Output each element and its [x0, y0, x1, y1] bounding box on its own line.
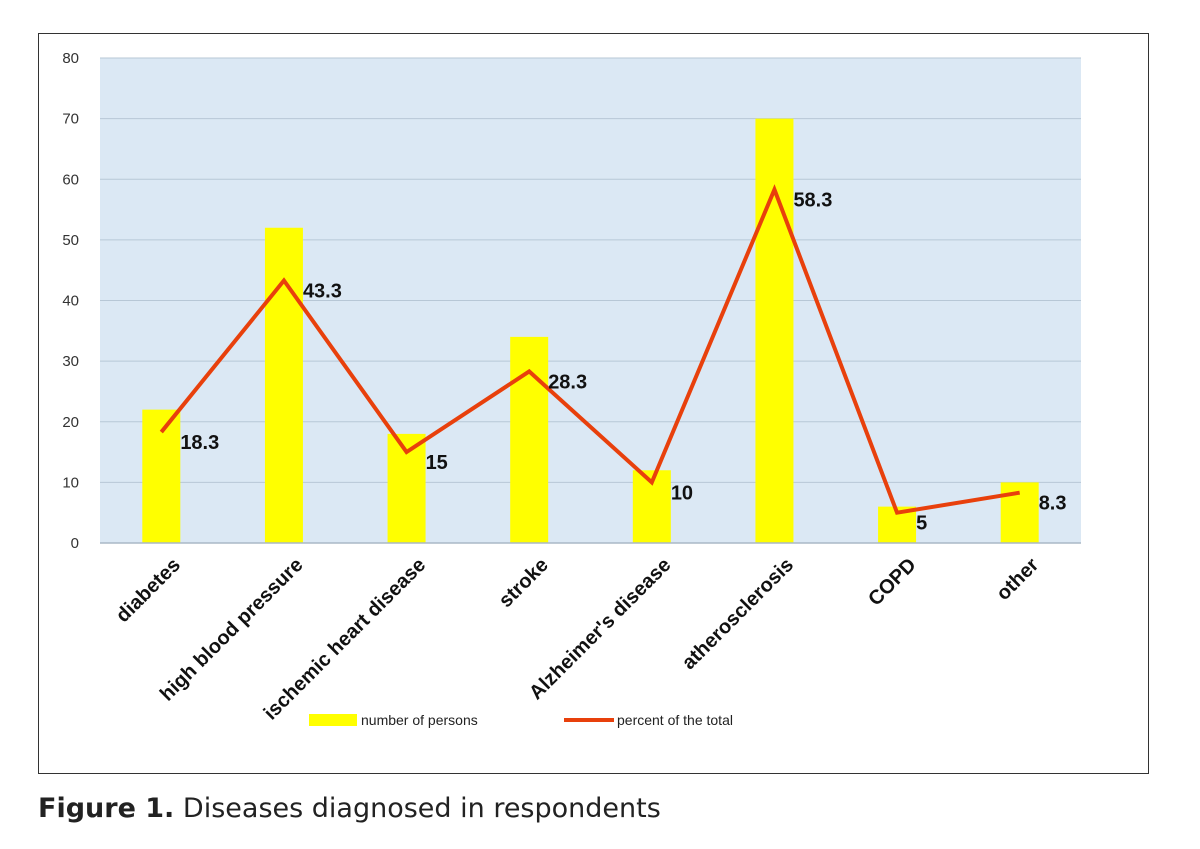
data-label: 58.3 — [793, 190, 832, 212]
chart-frame: 0 10 20 30 40 50 60 70 80 18.3 43.3 15 28.3 10 58.3 5 8… — [38, 33, 1149, 774]
figure-caption: Figure 1. Diseases diagnosed in responde… — [38, 793, 661, 824]
y-tick-label: 70 — [62, 111, 79, 128]
legend-line-label: percent of the total — [617, 712, 733, 728]
bar — [264, 227, 303, 543]
legend: number of persons percent of the total — [309, 712, 733, 728]
y-tick-label: 20 — [62, 414, 79, 431]
line-path — [159, 184, 1021, 515]
y-tick-label: 50 — [62, 232, 79, 249]
y-tick-label: 80 — [62, 50, 79, 67]
data-label: 5 — [916, 513, 927, 535]
data-label: 18.3 — [180, 432, 219, 454]
y-tick-label: 40 — [62, 293, 79, 310]
bar — [510, 336, 549, 543]
data-label: 8.3 — [1039, 493, 1067, 515]
data-label: 28.3 — [548, 371, 587, 393]
bar-series — [142, 118, 1039, 543]
y-tick-label: 30 — [62, 353, 79, 370]
legend-bar-label: number of persons — [361, 712, 478, 728]
line-series — [159, 184, 1021, 515]
category-label: Alzheimer's disease — [525, 554, 675, 704]
y-tick-label: 60 — [62, 171, 79, 188]
category-label: stroke — [495, 554, 553, 612]
caption-text: Diseases diagnosed in respondents — [182, 793, 661, 824]
data-label: 15 — [426, 452, 448, 474]
category-label: atherosclerosis — [678, 554, 798, 674]
category-label: COPD — [864, 554, 920, 610]
category-label: diabetes — [112, 554, 185, 627]
figure-number: Figure 1. — [38, 793, 175, 824]
y-tick-label: 10 — [62, 474, 79, 491]
y-axis-tick-labels: 0 10 20 30 40 50 60 70 80 — [62, 50, 79, 552]
data-label: 43.3 — [303, 280, 342, 302]
bar — [1000, 482, 1039, 543]
gridlines — [100, 57, 1081, 483]
y-tick-label: 0 — [71, 535, 79, 552]
legend-bar-swatch — [309, 714, 357, 726]
data-label: 10 — [671, 482, 693, 504]
category-label: other — [992, 554, 1043, 605]
bar — [755, 118, 794, 543]
